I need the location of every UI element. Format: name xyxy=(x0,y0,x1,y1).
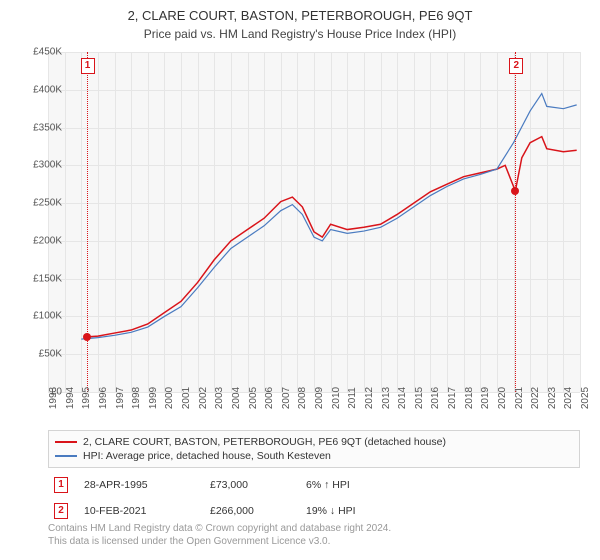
event-date: 28-APR-1995 xyxy=(84,479,194,491)
y-tick-label: £350K xyxy=(33,122,62,133)
x-tick-label: 1998 xyxy=(131,387,142,409)
x-tick-label: 2010 xyxy=(331,387,342,409)
event-delta: 6% ↑ HPI xyxy=(306,479,396,491)
y-tick-label: £150K xyxy=(33,273,62,284)
x-tick-label: 2006 xyxy=(264,387,275,409)
x-tick-label: 1994 xyxy=(65,387,76,409)
x-tick-label: 2000 xyxy=(164,387,175,409)
x-tick-label: 2004 xyxy=(231,387,242,409)
x-tick-label: 2015 xyxy=(414,387,425,409)
footer-attribution: Contains HM Land Registry data © Crown c… xyxy=(48,522,580,548)
x-tick-label: 1995 xyxy=(81,387,92,409)
x-tick-label: 2005 xyxy=(248,387,259,409)
y-tick-label: £450K xyxy=(33,47,62,58)
x-tick-label: 2022 xyxy=(530,387,541,409)
event-dot xyxy=(511,187,519,195)
series-price_paid xyxy=(87,137,577,337)
gridline-v xyxy=(580,52,581,392)
event-marker-icon: 1 xyxy=(54,477,68,493)
event-date: 10-FEB-2021 xyxy=(84,505,194,517)
event-marker-box: 2 xyxy=(509,58,523,74)
event-marker-line xyxy=(515,52,516,392)
y-tick-label: £250K xyxy=(33,198,62,209)
plot-area: 12 xyxy=(48,52,580,392)
x-tick-label: 1999 xyxy=(148,387,159,409)
footer-line-1: Contains HM Land Registry data © Crown c… xyxy=(48,522,580,535)
y-tick-label: £100K xyxy=(33,311,62,322)
x-tick-label: 2019 xyxy=(480,387,491,409)
event-marker-icon: 2 xyxy=(54,503,68,519)
x-tick-label: 2016 xyxy=(430,387,441,409)
x-tick-label: 1996 xyxy=(98,387,109,409)
chart-container: 2, CLARE COURT, BASTON, PETERBOROUGH, PE… xyxy=(0,0,600,560)
events-table: 1 28-APR-1995 £73,000 6% ↑ HPI 2 10-FEB-2021 £… xyxy=(48,472,580,524)
chart-title: 2, CLARE COURT, BASTON, PETERBOROUGH, PE… xyxy=(0,0,600,23)
event-delta: 19% ↓ HPI xyxy=(306,505,396,517)
x-tick-label: 1993 xyxy=(48,387,59,409)
legend-label: 2, CLARE COURT, BASTON, PETERBOROUGH, PE… xyxy=(83,436,446,448)
x-tick-label: 2001 xyxy=(181,387,192,409)
y-tick-label: £200K xyxy=(33,235,62,246)
x-tick-label: 2025 xyxy=(580,387,591,409)
x-tick-label: 2012 xyxy=(364,387,375,409)
event-marker-box: 1 xyxy=(81,58,95,74)
x-tick-label: 2024 xyxy=(563,387,574,409)
y-tick-label: £400K xyxy=(33,84,62,95)
event-price: £266,000 xyxy=(210,505,290,517)
x-tick-label: 2020 xyxy=(497,387,508,409)
x-tick-label: 2014 xyxy=(397,387,408,409)
line-layer xyxy=(48,52,580,392)
x-tick-label: 2011 xyxy=(347,387,358,409)
chart-subtitle: Price paid vs. HM Land Registry's House … xyxy=(0,23,600,41)
y-tick-label: £50K xyxy=(39,349,62,360)
event-dot xyxy=(83,333,91,341)
footer-line-2: This data is licensed under the Open Gov… xyxy=(48,535,580,548)
event-price: £73,000 xyxy=(210,479,290,491)
x-tick-label: 2009 xyxy=(314,387,325,409)
series-hpi xyxy=(81,94,576,340)
legend-label: HPI: Average price, detached house, Sout… xyxy=(83,450,331,462)
x-tick-label: 1997 xyxy=(115,387,126,409)
event-marker-line xyxy=(87,52,88,392)
legend-swatch xyxy=(55,441,77,443)
x-tick-label: 2023 xyxy=(547,387,558,409)
legend-swatch xyxy=(55,455,77,457)
x-tick-label: 2002 xyxy=(198,387,209,409)
x-tick-label: 2007 xyxy=(281,387,292,409)
legend-row: 2, CLARE COURT, BASTON, PETERBOROUGH, PE… xyxy=(55,435,573,449)
x-tick-label: 2013 xyxy=(381,387,392,409)
x-tick-label: 2017 xyxy=(447,387,458,409)
x-tick-label: 2018 xyxy=(464,387,475,409)
event-row: 2 10-FEB-2021 £266,000 19% ↓ HPI xyxy=(48,498,580,524)
legend-box: 2, CLARE COURT, BASTON, PETERBOROUGH, PE… xyxy=(48,430,580,468)
x-tick-label: 2008 xyxy=(297,387,308,409)
x-tick-label: 2021 xyxy=(514,387,525,409)
legend-row: HPI: Average price, detached house, Sout… xyxy=(55,449,573,463)
event-row: 1 28-APR-1995 £73,000 6% ↑ HPI xyxy=(48,472,580,498)
x-tick-label: 2003 xyxy=(214,387,225,409)
y-tick-label: £300K xyxy=(33,160,62,171)
